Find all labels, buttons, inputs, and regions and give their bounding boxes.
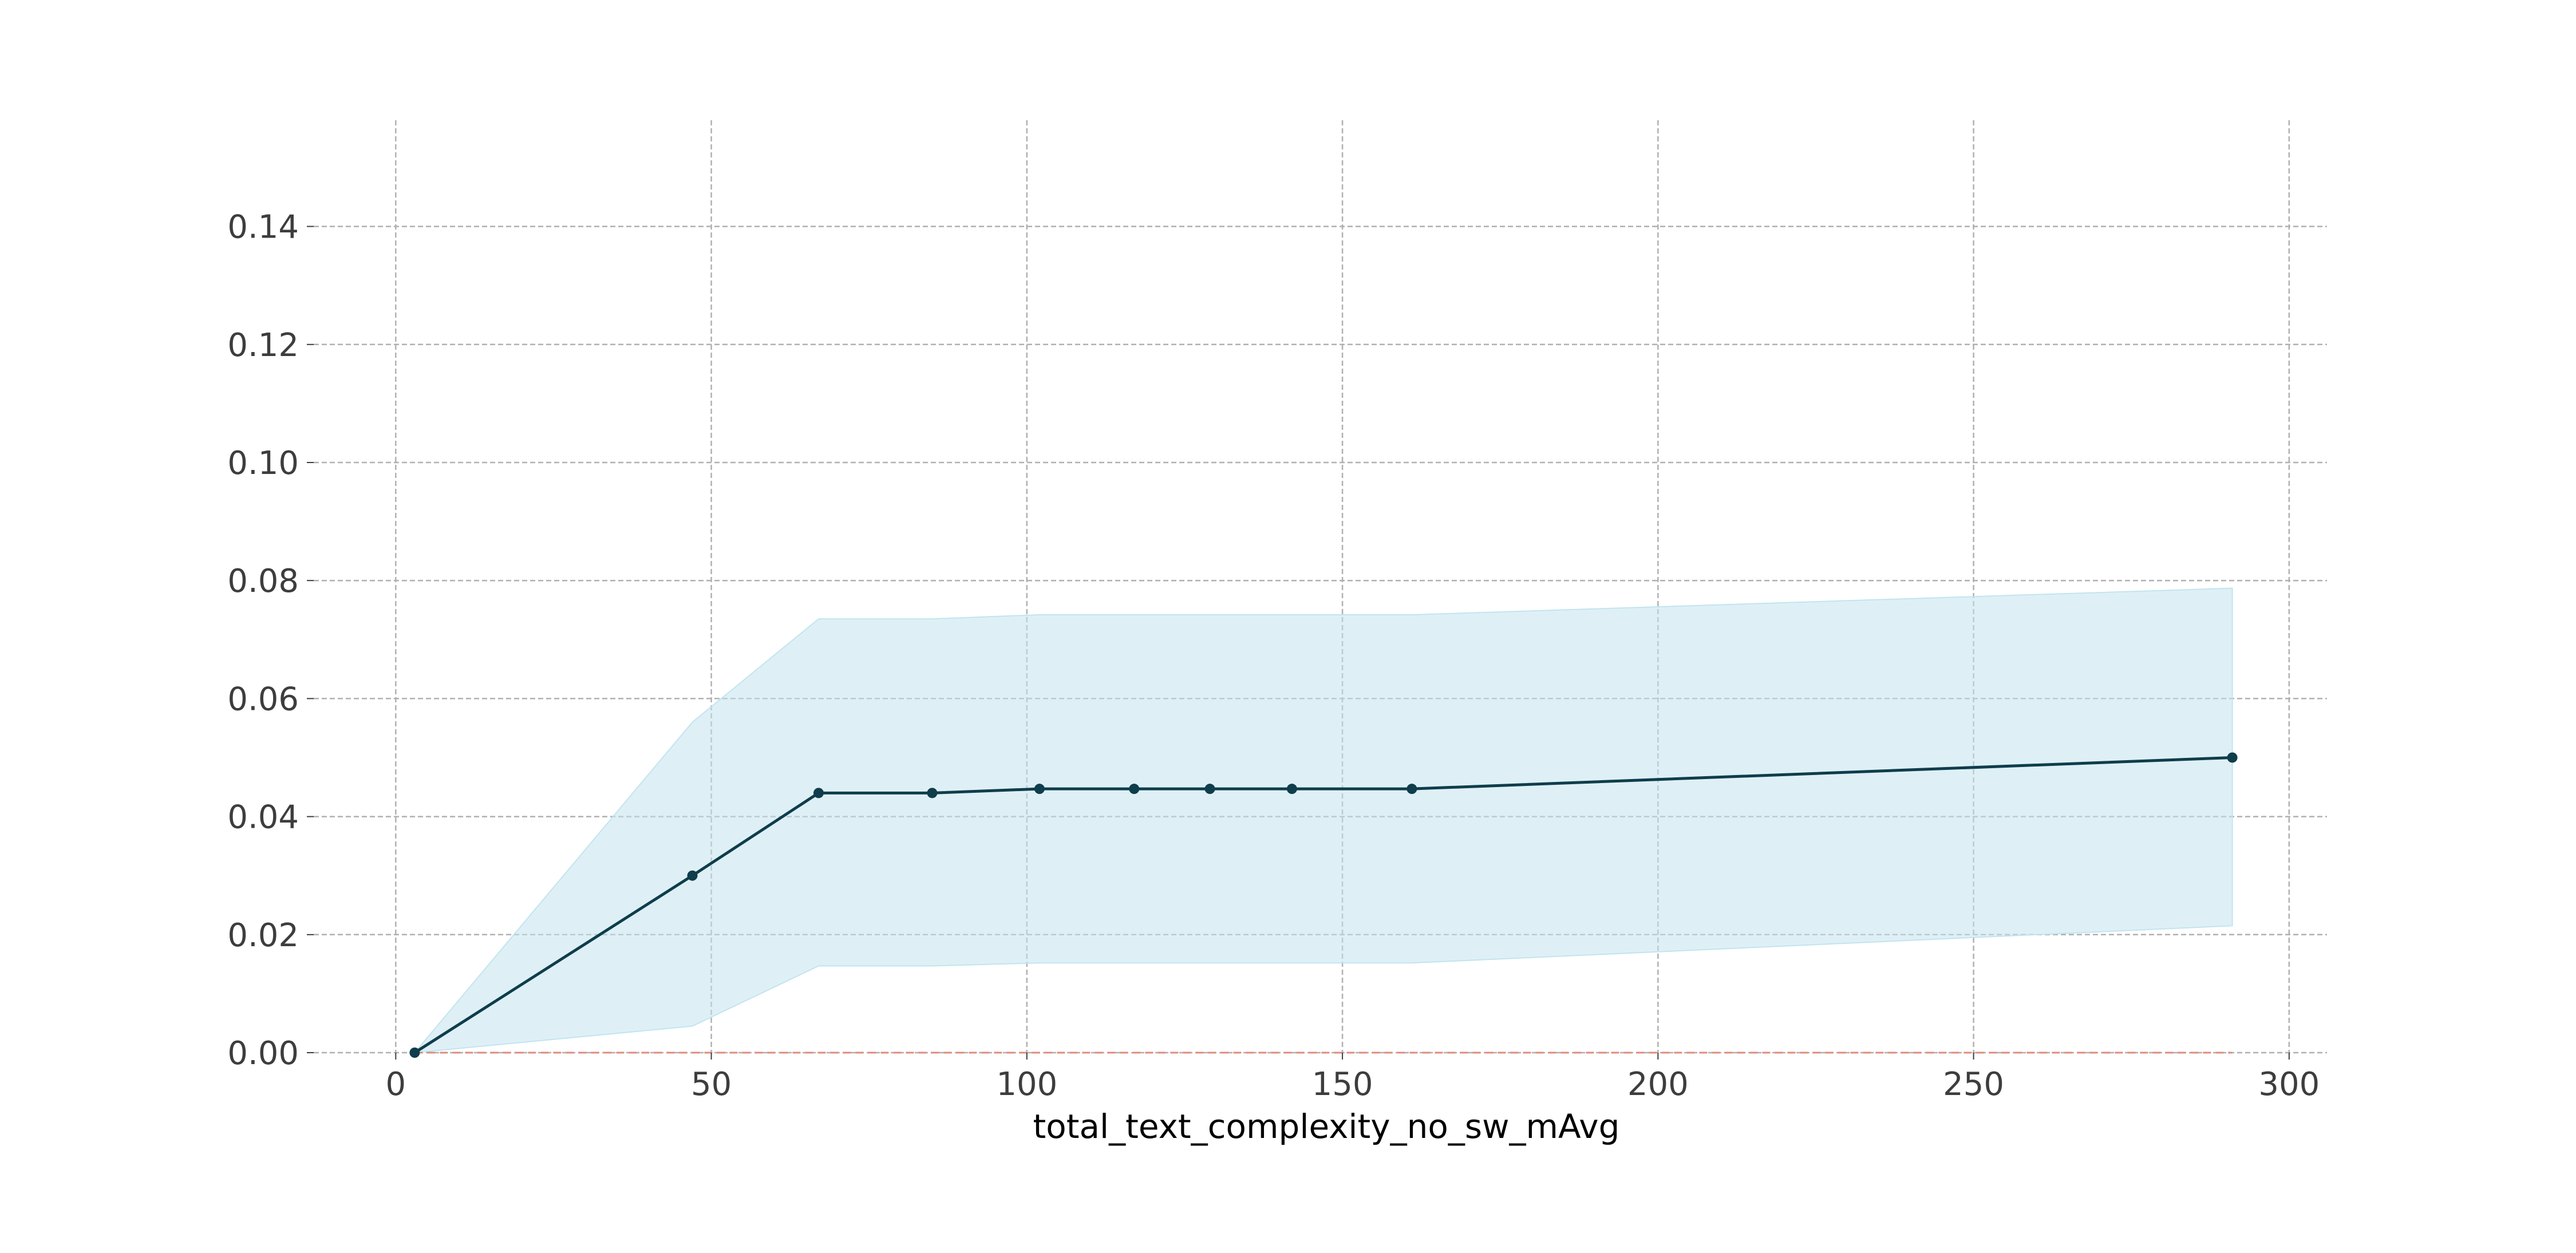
confidence-band (413, 587, 2233, 1054)
x-tick-label: 150 (1312, 1066, 1373, 1103)
x-tick-label: 200 (1627, 1066, 1689, 1103)
y-tick-label: 0.14 (227, 209, 299, 246)
data-point (1204, 784, 1215, 795)
data-point (409, 1048, 420, 1058)
data-point (2227, 752, 2238, 763)
data-point (1286, 784, 1297, 795)
x-tick-label: 0 (386, 1066, 406, 1103)
data-point (1034, 784, 1045, 795)
data-point (687, 870, 698, 881)
series-line (414, 756, 2233, 1054)
data-point (1129, 784, 1140, 795)
series-line-layer (414, 756, 2233, 1054)
y-tick-label: 0.04 (227, 799, 299, 836)
y-axis-ticks: 0.00 0.02 0.04 0.06 0.08 0.10 0.12 0.14 (227, 209, 314, 1072)
y-tick-label: 0.10 (227, 445, 299, 482)
x-tick-label: 100 (996, 1066, 1057, 1103)
data-point (1406, 784, 1417, 795)
x-tick-label: 300 (2258, 1066, 2320, 1103)
y-tick-label: 0.02 (227, 917, 299, 954)
y-tick-label: 0.12 (227, 327, 299, 364)
y-tick-label: 0.08 (227, 563, 299, 600)
y-tick-label: 0.00 (227, 1035, 299, 1072)
confidence-band-layer (413, 587, 2233, 1054)
data-points-layer (409, 752, 2238, 1058)
x-axis-title: total_text_complexity_no_sw_mAvg (1033, 1107, 1620, 1146)
data-point (813, 788, 824, 799)
x-tick-label: 50 (691, 1066, 732, 1103)
x-tick-label: 250 (1943, 1066, 2004, 1103)
data-point (927, 788, 938, 799)
y-tick-label: 0.06 (227, 681, 299, 718)
x-axis-ticks: 0 50 100 150 200 250 300 (386, 1053, 2320, 1103)
